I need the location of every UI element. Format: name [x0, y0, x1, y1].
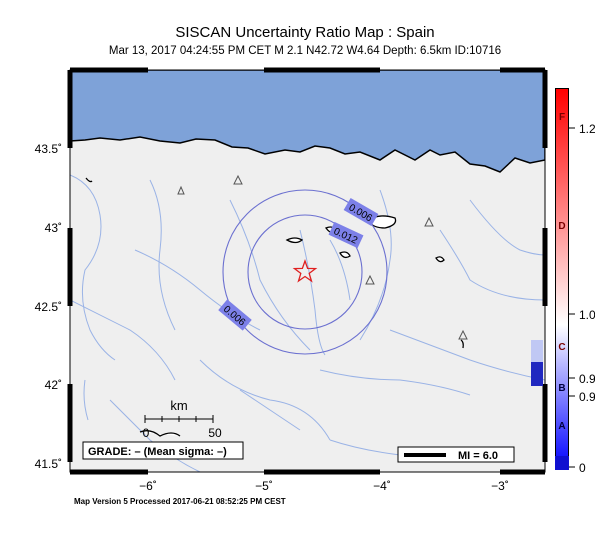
colorbar-inset: [531, 340, 543, 362]
map-title: SISCAN Uncertainty Ratio Map : Spain: [175, 24, 435, 41]
colorbar-tick-label: 0.9: [579, 372, 595, 386]
contour-outer: [222, 189, 388, 355]
lon-label: −5˚: [255, 479, 273, 493]
event-info: Mar 13, 2017 04:24:55 PM CET M 2.1 N42.7…: [108, 45, 502, 57]
colorbar-tick-label: 0: [579, 461, 586, 475]
epicenter-star-icon: [292, 259, 318, 283]
lon-label: −4˚: [373, 479, 391, 493]
scale-right-label: 50: [208, 426, 222, 440]
lat-label: 43.5˚: [35, 142, 62, 156]
lat-label: 42.5˚: [35, 300, 62, 314]
uncertainty-contours: [222, 189, 388, 355]
scale-left-label: 0: [143, 426, 150, 440]
mi-legend: MI = 6.0: [397, 446, 515, 463]
grade-box: GRADE: – (Mean sigma: –): [82, 441, 244, 460]
lat-label: 42˚: [45, 378, 62, 392]
scale-bar: km 0 50: [143, 398, 222, 440]
colorbar-letter: B: [558, 383, 565, 394]
station-triangle-icon: [458, 329, 468, 340]
frame-ticks: [67, 67, 548, 475]
station-triangle-icon: [365, 274, 375, 285]
station-triangle-icon: [424, 216, 434, 227]
sea-area: [70, 70, 545, 173]
colorbar-tick-label: 0.9: [579, 390, 595, 404]
contour-inner: [247, 214, 363, 330]
mi-text: MI = 6.0: [458, 450, 498, 462]
colorbar-inset: [531, 362, 543, 386]
colorbar-letter: F: [559, 112, 565, 123]
colorbar-tick-label: 1.2: [579, 122, 595, 136]
colorbar-letter: D: [558, 221, 565, 232]
lat-label: 43˚: [45, 221, 62, 235]
colorbar-base: [555, 456, 569, 470]
stations: [177, 174, 468, 340]
station-triangle-icon: [177, 185, 185, 195]
lon-label: −6˚: [139, 479, 157, 493]
lat-labels: 43.5˚ 43˚ 42.5˚ 42˚ 41.5˚: [35, 142, 62, 471]
lon-labels: −6˚ −5˚ −4˚ −3˚: [139, 479, 509, 493]
colorbar-tick-label: 1.0: [579, 308, 595, 322]
lat-label: 41.5˚: [35, 457, 62, 471]
colorbar-letter: C: [558, 342, 565, 353]
lon-label: −3˚: [491, 479, 509, 493]
station-triangle-icon: [233, 174, 243, 185]
colorbar-letter: A: [558, 421, 565, 432]
scale-unit: km: [170, 398, 187, 413]
grade-text: GRADE: – (Mean sigma: –): [88, 446, 227, 458]
map-footer: Map Version 5 Processed 2017-06-21 08:52…: [74, 497, 286, 506]
